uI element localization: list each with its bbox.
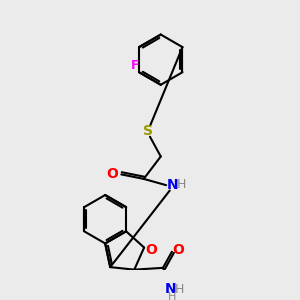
Text: O: O [146, 243, 157, 257]
Text: H: H [168, 292, 176, 300]
Text: N: N [167, 178, 178, 192]
Text: N: N [164, 282, 176, 296]
Text: O: O [106, 167, 118, 182]
Text: S: S [143, 124, 153, 138]
Text: H: H [177, 178, 186, 191]
Text: O: O [172, 243, 184, 257]
Text: F: F [131, 58, 140, 71]
Text: H: H [174, 283, 184, 296]
